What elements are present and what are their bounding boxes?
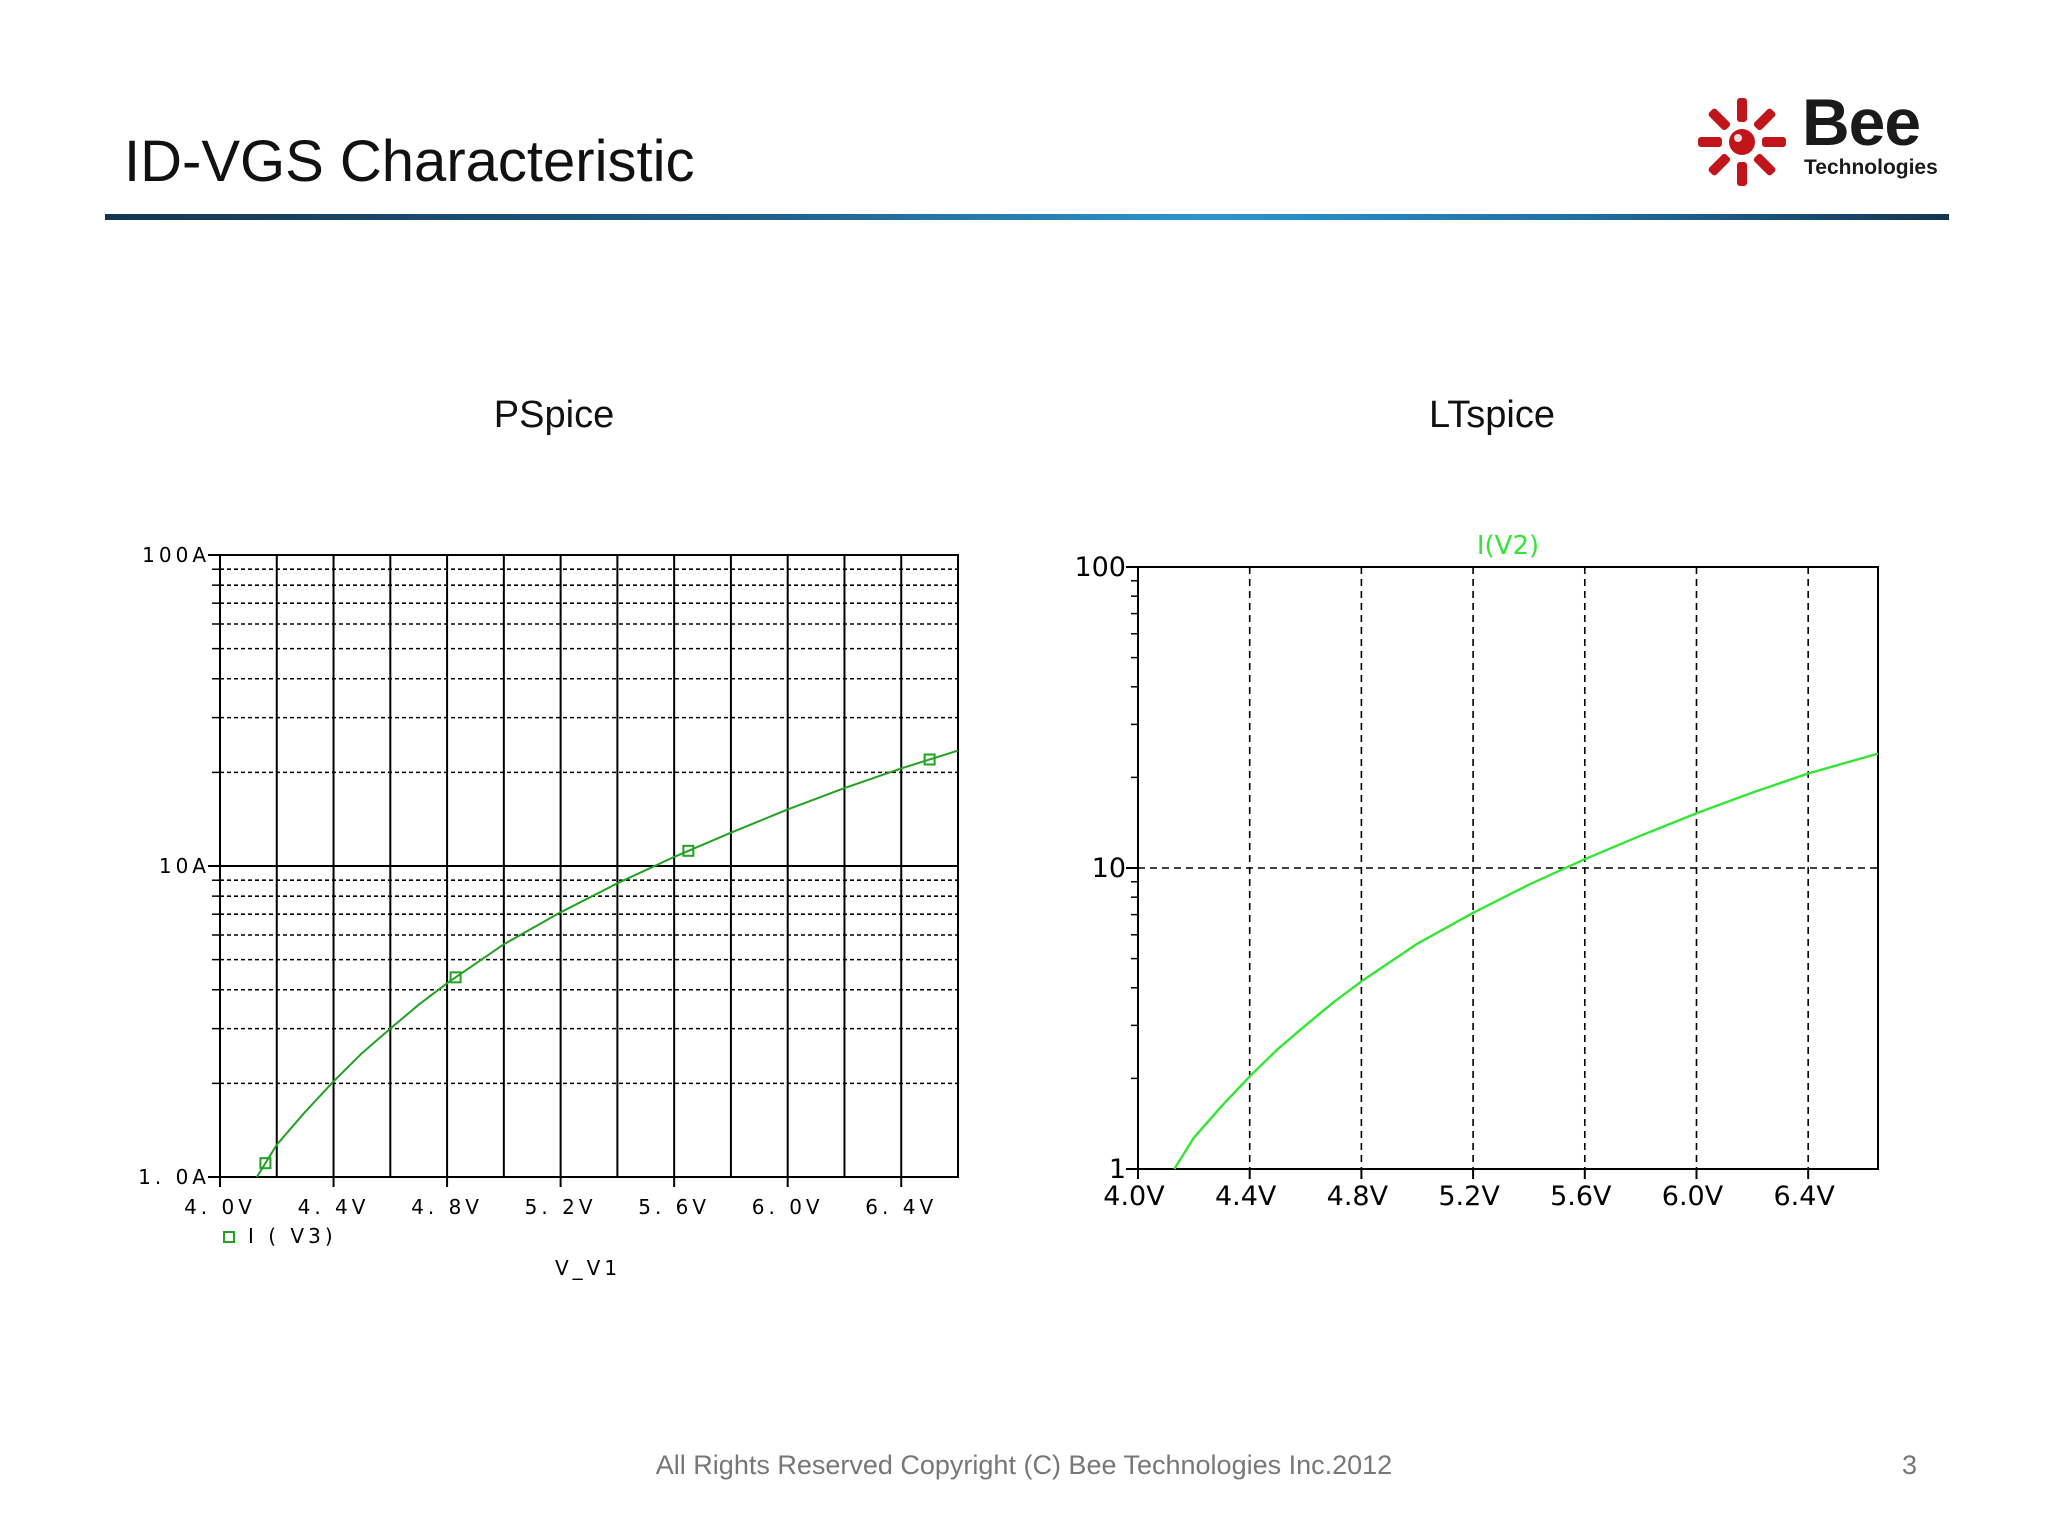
series-marker — [682, 844, 695, 857]
x-tick-label: 6. 0V — [752, 1195, 824, 1219]
x-tick-label: 4. 4V — [298, 1195, 370, 1219]
series-line — [256, 749, 959, 1178]
y-tick-label: 100 — [1074, 552, 1126, 583]
bee-technologies-logo: Bee Technologies — [1690, 85, 1950, 192]
x-tick-label: 6.0V — [1662, 1181, 1724, 1212]
series-marker — [449, 971, 462, 984]
x-tick-label: 6. 4V — [865, 1195, 937, 1219]
slide-title: ID-VGS Characteristic — [124, 129, 695, 194]
y-tick-label: 1. 0A — [138, 1165, 210, 1189]
x-axis-label: V_V1 — [555, 1256, 621, 1280]
series-marker — [259, 1157, 272, 1170]
logo-ray-4 — [1737, 162, 1747, 186]
y-tick-label: 10 — [1092, 853, 1126, 884]
title-divider — [105, 214, 1949, 220]
footer-copyright: All Rights Reserved Copyright (C) Bee Te… — [655, 1450, 1393, 1480]
series-line — [1173, 752, 1879, 1170]
y-tick-label: 10A — [159, 854, 210, 878]
legend-label: I ( V3) — [248, 1224, 337, 1248]
plot-frame — [219, 554, 959, 1178]
legend-label: I(V2) — [1477, 531, 1539, 561]
x-tick-label: 5.6V — [1550, 1181, 1612, 1212]
logo-ray-6 — [1698, 137, 1722, 147]
logo-ray-2 — [1762, 137, 1786, 147]
x-tick-label: 4.0V — [1103, 1181, 1165, 1212]
y-tick-label: 1 — [1109, 1154, 1126, 1185]
series-marker — [923, 753, 936, 766]
x-tick-label: 5.2V — [1438, 1181, 1500, 1212]
logo-ray-0 — [1737, 98, 1747, 122]
logo-ray-7 — [1708, 108, 1731, 131]
plot-frame — [1137, 566, 1879, 1170]
legend-marker — [223, 1231, 235, 1243]
logo-ray-5 — [1708, 153, 1731, 176]
ltspice-chart: 1 10 100 4.0V 4.4V 4.8V 5.2V 5.6V 6.0V 6.4V I(V2) — [1074, 531, 1879, 1212]
ltspice-panel-title: LTspice — [1428, 394, 1556, 436]
y-tick-label: 100A — [142, 543, 210, 567]
x-tick-label: 4.8V — [1327, 1181, 1389, 1212]
logo-word: Bee — [1802, 85, 1921, 159]
logo-ray-3 — [1753, 153, 1776, 176]
x-tick-label: 4. 0V — [184, 1195, 256, 1219]
pspice-panel-title: PSpice — [493, 394, 615, 436]
pspice-chart: 1. 0A 10A 100A 4. 0V 4. 4V 4. 8V 5. 2V 5. 6V 6. … — [138, 543, 959, 1280]
x-tick-label: 4. 8V — [411, 1195, 483, 1219]
logo-ray-1 — [1753, 108, 1776, 131]
x-tick-label: 5. 6V — [638, 1195, 710, 1219]
x-tick-label: 4.4V — [1215, 1181, 1277, 1212]
bee-star-icon — [1698, 98, 1786, 186]
logo-subtitle: Technologies — [1804, 156, 1938, 179]
x-tick-label: 5. 2V — [525, 1195, 597, 1219]
x-tick-label: 6.4V — [1773, 1181, 1835, 1212]
page-number: 3 — [1902, 1450, 1918, 1480]
